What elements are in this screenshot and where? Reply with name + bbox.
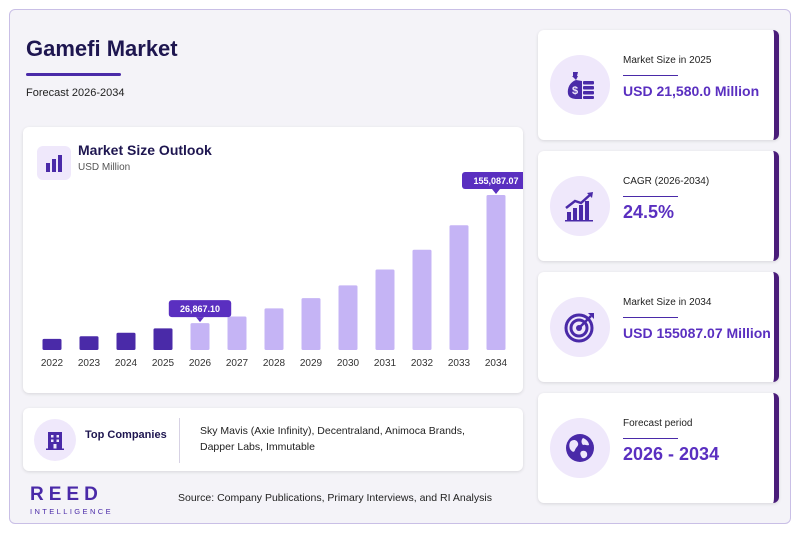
companies-label: Top Companies [85,429,167,441]
bar-2031 [375,269,395,350]
x-tick-label: 2028 [263,358,286,369]
bar-2023 [79,336,99,350]
x-tick-label: 2022 [41,358,64,369]
stat-label: Market Size in 2034 [623,297,712,308]
stat-rule [623,75,678,76]
stat-value: USD 155087.07 Million [623,325,771,341]
x-tick-label: 2031 [374,358,397,369]
companies-card: Top Companies Sky Mavis (Axie Infinity),… [23,408,523,471]
stat-label: Forecast period [623,418,693,429]
divider [179,418,180,463]
callout-2034: 155,087.07 [462,172,523,194]
stat-value: 2026 - 2034 [623,444,720,464]
brand-logo: REED INTELLIGENCE [30,484,130,516]
stat-card-market-2025: $ Market Size in 2025 USD 21,580.0 Milli… [538,30,779,140]
bar-2025 [153,328,173,350]
target-icon [550,297,610,357]
page-subtitle: Forecast 2026-2034 [26,87,125,99]
x-tick-label: 2025 [152,358,175,369]
bar-2027 [227,316,247,350]
growth-chart-icon [550,176,610,236]
svg-text:$: $ [572,85,578,97]
bar-2022 [42,338,62,350]
stat-value: USD 21,580.0 Million [623,83,760,99]
x-tick-label: 2034 [485,358,508,369]
title-underline [26,73,121,76]
page-title: Gamefi Market [26,36,178,61]
companies-list: Sky Mavis (Axie Infinity), Decentraland,… [200,425,465,453]
stat-rule [623,196,678,197]
chart-unit: USD Million [78,162,131,173]
bar-chart: 2022 2023 2024 2025 2026 2027 2028 2029 2030 2031… [41,172,523,369]
chart-card: 2022 2023 2024 2025 2026 2027 2028 2029 2030 2031… [23,127,523,393]
money-bag-icon: $ [550,55,610,115]
chart-title: Market Size Outlook [78,142,212,158]
logo-sub-text: INTELLIGENCE [30,507,113,516]
stat-rule [623,317,678,318]
stat-label: CAGR (2026-2034) [623,176,710,187]
bar-2032 [412,249,432,350]
bar-2029 [301,298,321,350]
stat-label: Market Size in 2025 [623,55,712,66]
bar-2026 [190,323,210,350]
x-tick-label: 2026 [189,358,212,369]
x-tick-label: 2027 [226,358,249,369]
data-label: 26,867.10 [180,304,220,314]
globe-icon [550,418,610,478]
bar-2033 [449,225,469,350]
bar-2028 [264,308,284,350]
stat-card-market-2034: Market Size in 2034 USD 155087.07 Millio… [538,272,779,382]
bar-2034 [486,195,506,350]
x-tick-label: 2023 [78,358,101,369]
bar-2024 [116,332,136,350]
x-tick-label: 2030 [337,358,360,369]
logo-main-text: REED [30,484,103,505]
x-tick-label: 2024 [115,358,138,369]
bar-chart-icon [37,146,71,180]
x-tick-label: 2033 [448,358,471,369]
stat-card-cagr: CAGR (2026-2034) 24.5% [538,151,779,261]
building-icon [34,419,76,461]
stat-rule [623,438,678,439]
stat-card-forecast-period: Forecast period 2026 - 2034 [538,393,779,503]
stat-value: 24.5% [623,202,675,222]
source-note: Source: Company Publications, Primary In… [178,492,492,504]
data-label: 155,087.07 [473,176,518,186]
bar-2030 [338,285,358,350]
callout-2026: 26,867.10 [168,300,232,323]
x-tick-label: 2032 [411,358,434,369]
x-tick-label: 2029 [300,358,323,369]
